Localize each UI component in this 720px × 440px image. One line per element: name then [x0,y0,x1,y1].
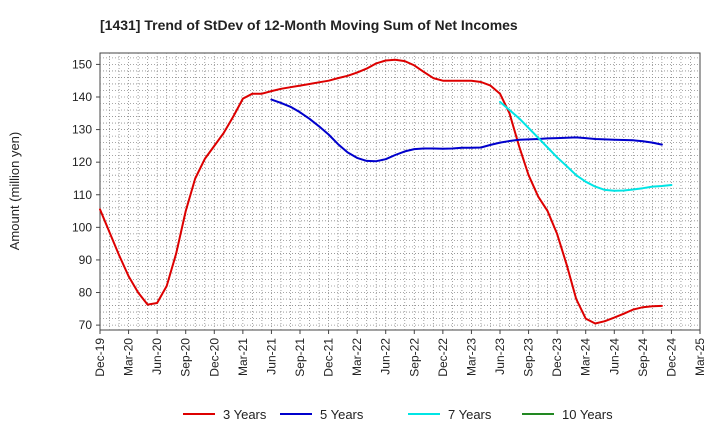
legend: 3 Years 5 Years 7 Years 10 Years [183,407,613,422]
x-tick-label: Sep-21 [293,338,307,377]
x-tick-label: Sep-20 [179,338,193,377]
chart-title: [1431] Trend of StDev of 12-Month Moving… [100,17,518,33]
y-tick-label: 100 [72,220,92,234]
series-lines [99,58,673,325]
x-tick-label: Dec-24 [664,338,678,377]
x-tick-label: Mar-20 [122,338,136,376]
y-tick-label: 90 [79,253,93,267]
x-axis-ticks: Dec-19 Mar-20 Jun-20 Sep-20 Dec-20 Mar-21 Jun-… [93,330,707,377]
x-tick-label: Jun-21 [264,338,278,375]
x-tick-label: Jun-24 [607,338,621,375]
y-axis-label: Amount (million yen) [7,132,22,251]
x-tick-label: Mar-22 [350,338,364,376]
series-line-3-years [99,58,663,325]
y-tick-label: 120 [72,155,92,169]
x-tick-label: Dec-22 [436,338,450,377]
legend-label: 10 Years [562,407,613,422]
y-tick-label: 80 [79,286,93,300]
legend-label: 7 Years [448,407,492,422]
x-tick-label: Dec-20 [207,338,221,377]
y-tick-label: 130 [72,123,92,137]
x-tick-label: Sep-24 [636,338,650,377]
x-tick-label: Mar-23 [464,338,478,376]
x-tick-label: Sep-22 [407,338,421,377]
series-line-7-years [499,100,673,192]
x-tick-label: Jun-20 [150,338,164,375]
x-tick-label: Dec-19 [93,338,107,377]
legend-label: 3 Years [223,407,267,422]
plot-frame [99,52,701,331]
x-tick-label: Mar-21 [236,338,250,376]
grid [100,53,700,330]
y-tick-label: 70 [79,318,93,332]
x-tick-label: Jun-23 [493,338,507,375]
x-tick-label: Mar-24 [579,338,593,376]
y-tick-label: 150 [72,57,92,71]
series-line-5-years [270,98,663,163]
plot-area [99,52,701,331]
y-tick-label: 140 [72,90,92,104]
y-axis-ticks: 70 80 90 100 110 120 130 140 150 [72,57,100,332]
x-tick-label: Dec-23 [550,338,564,377]
y-tick-label: 110 [73,188,92,202]
x-tick-label: Dec-21 [322,338,336,377]
x-tick-label: Sep-23 [522,338,536,377]
x-tick-label: Jun-22 [379,338,393,375]
x-tick-label: Mar-25 [693,338,707,376]
legend-label: 5 Years [320,407,364,422]
